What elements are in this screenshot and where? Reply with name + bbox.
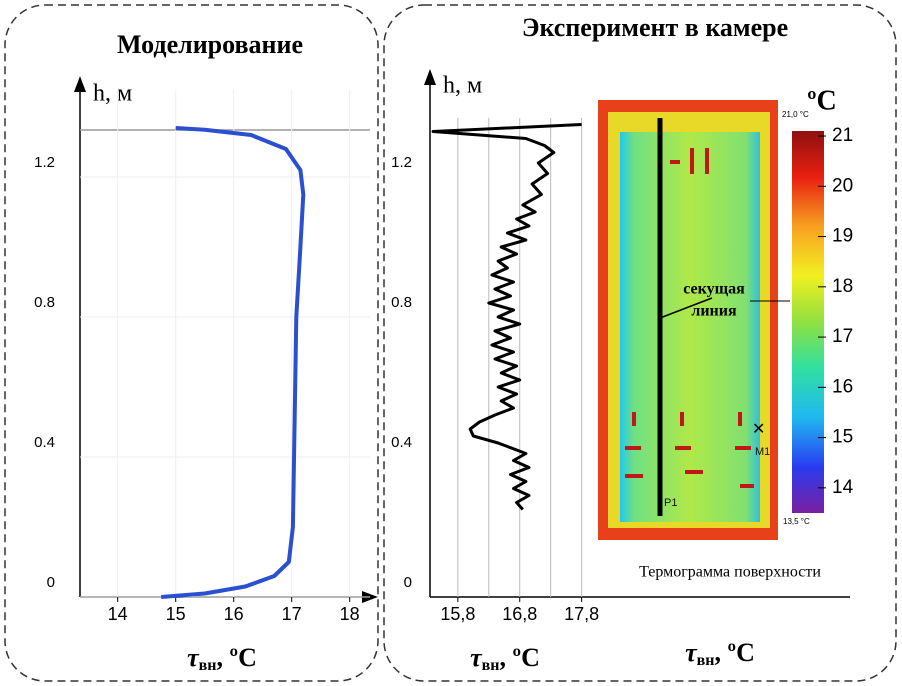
colorbar — [792, 131, 824, 513]
x-tick-label: 16,8 — [502, 604, 537, 624]
label-unit: , ºC — [500, 643, 540, 672]
max-label: 21,0 °C — [782, 110, 809, 119]
y-tick-label: 1.2 — [34, 154, 55, 171]
y-tick-label: 0.8 — [34, 294, 55, 311]
section-label: линия — [691, 303, 737, 320]
y-axis-label: h, м — [443, 73, 482, 99]
colorbar-tick-label: 20 — [832, 175, 853, 196]
y-axis-label: h, м — [93, 81, 132, 107]
thermo-panel — [620, 132, 760, 522]
label-unit: , ºC — [715, 638, 755, 667]
colorbar-title: ºC — [807, 85, 836, 116]
y-tick-label: 1.2 — [391, 154, 412, 171]
colorbar-tick-label: 21 — [832, 125, 853, 146]
label-subscript: вн — [482, 657, 500, 674]
caption: Термограмма поверхности — [639, 564, 821, 581]
y-tick-label: 0.8 — [391, 294, 412, 311]
data-line — [161, 128, 303, 597]
panel-frame — [5, 5, 378, 681]
y-tick-label: 0 — [404, 574, 412, 591]
data-line — [433, 125, 581, 510]
axis-arrow — [74, 76, 86, 92]
chart-title: Эксперимент в камере — [522, 13, 788, 42]
y-tick-label: 0.4 — [34, 434, 55, 451]
colorbar-tick-label: 15 — [832, 427, 853, 448]
x-tick-label: 15 — [166, 604, 186, 624]
marker-label: M1 — [755, 446, 770, 458]
colorbar-tick-label: 18 — [832, 276, 853, 297]
x-tick-label: 17 — [282, 604, 302, 624]
marker-label: P1 — [664, 497, 677, 509]
x-axis-label: τвн, ºC — [187, 643, 257, 674]
axis-arrow — [424, 69, 436, 85]
x-tick-label: 17,8 — [564, 604, 599, 624]
cross-marker: ✕ — [752, 421, 765, 438]
label-unit: , ºC — [217, 643, 257, 672]
min-label: 13,5 °C — [783, 517, 810, 526]
x-tick-label: 18 — [340, 604, 360, 624]
colorbar-tick-label: 14 — [832, 477, 854, 498]
colorbar-tick-label: 16 — [832, 376, 853, 397]
colorbar-tick-label: 17 — [832, 326, 853, 347]
x-tick-label: 16 — [224, 604, 244, 624]
chart-title: Моделирование — [117, 30, 303, 59]
label-subscript: вн — [199, 657, 217, 674]
x-axis-label: τвн, ºC — [685, 638, 755, 669]
x-tick-label: 14 — [108, 604, 128, 624]
thermogram-image: ✕ — [598, 100, 790, 540]
x-axis-label: τвн, ºC — [470, 643, 540, 674]
y-tick-label: 0 — [47, 574, 55, 591]
section-label: секущая — [683, 281, 745, 298]
colorbar-tick-label: 19 — [832, 226, 853, 247]
y-tick-label: 0.4 — [391, 434, 412, 451]
figure: Моделирование Эксперимент в камере h, м … — [0, 0, 902, 686]
label-subscript: вн — [697, 652, 715, 669]
x-tick-label: 15,8 — [440, 604, 475, 624]
